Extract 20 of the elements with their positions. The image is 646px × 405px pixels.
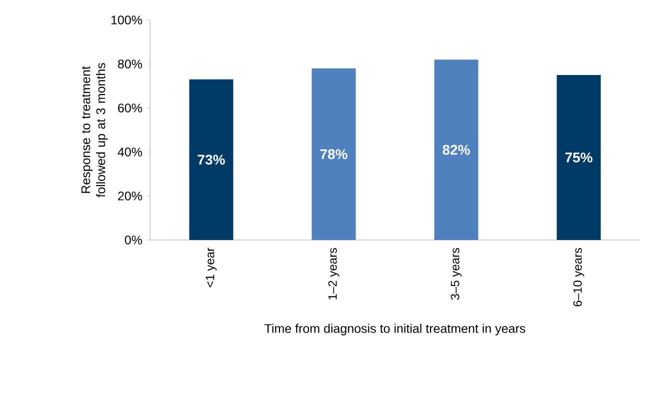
y-tick-label: 80%	[118, 60, 142, 68]
data-label: 78%	[320, 149, 348, 160]
y-axis-title: Response to treatment followed up at 3 months	[81, 63, 108, 198]
bar	[434, 60, 478, 240]
y-tick-label: 60%	[118, 104, 142, 112]
bar	[556, 74, 601, 240]
bar	[189, 79, 234, 240]
x-tick-label: 1–2 years	[328, 248, 340, 300]
x-tick-label: 3–5 years	[450, 248, 462, 300]
data-label: 82%	[442, 144, 470, 155]
y-tick-label: 20%	[118, 192, 142, 200]
y-tick-label: 0%	[124, 236, 142, 244]
y-tick-label: 100%	[111, 16, 142, 24]
x-tick-label: 6–10 years	[573, 248, 584, 306]
bar	[312, 68, 356, 240]
x-tick-label: <1 year	[206, 248, 217, 288]
data-label: 73%	[198, 154, 225, 165]
y-tick-label: 40%	[118, 148, 142, 156]
data-label: 75%	[565, 152, 592, 162]
x-axis-title: Time from diagnosis to initial treatment in years	[264, 324, 526, 336]
